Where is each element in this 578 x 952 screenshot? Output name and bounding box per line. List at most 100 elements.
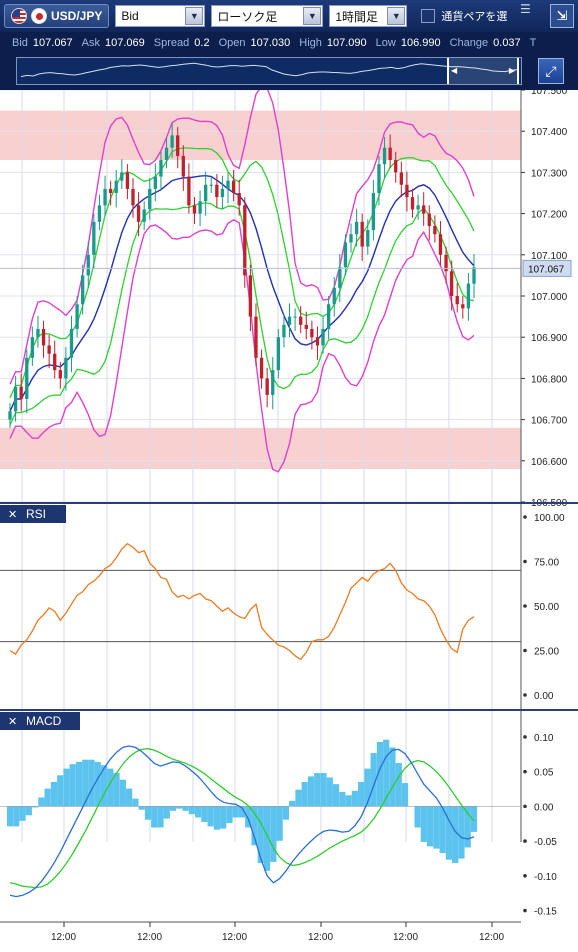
time-tick-label: 12:00: [308, 932, 333, 943]
price-type-select[interactable]: Bid ▼: [115, 5, 206, 27]
macd-histogram-bar: [301, 781, 308, 807]
rsi-panel[interactable]: ✕ RSI 100.00 75.00 50.00 25.00 0.00: [0, 502, 578, 702]
candle-body: [187, 176, 191, 206]
candle-body: [427, 213, 431, 226]
candle-body: [192, 205, 197, 214]
candle-body: [103, 188, 107, 206]
candle-body: [97, 205, 102, 222]
candle-body: [416, 205, 420, 210]
candle-body: [170, 135, 174, 148]
candle-body: [25, 357, 29, 399]
open-label: Open: [218, 37, 246, 49]
arrow-left-icon[interactable]: ◀: [451, 66, 458, 75]
rsi-tick-dot: [523, 648, 527, 653]
chart-type-select[interactable]: ローソク足 ▼: [211, 5, 324, 27]
menu-lines-icon[interactable]: ☰: [520, 2, 531, 16]
time-tick-label: 12:00: [137, 932, 162, 943]
macd-tick-label: 0.10: [534, 733, 554, 744]
macd-histogram-bar: [238, 806, 246, 818]
high-label: High: [299, 37, 322, 49]
candle-body: [315, 337, 320, 346]
macd-panel[interactable]: ✕ MACD 0.10 0.05 0.00 -0.05 -0.10 -0.15: [0, 709, 578, 918]
currency-pair-label: USD/JPY: [51, 9, 103, 23]
currency-pair-selector[interactable]: USD/JPY: [4, 4, 110, 28]
macd-histogram-bar: [207, 806, 214, 827]
candle-body: [47, 345, 51, 354]
chart-area[interactable]: 107.500 107.400 107.300 107.200 107.100 107.0…: [0, 90, 578, 952]
ask-value: 107.069: [105, 37, 145, 49]
macd-histogram-bar: [176, 806, 183, 809]
candle-body: [108, 188, 113, 193]
candle-body: [461, 304, 465, 309]
timeframe-select[interactable]: 1時間足 ▼: [329, 5, 408, 27]
compare-pair-checkbox[interactable]: [421, 9, 436, 23]
candle-body: [444, 254, 448, 272]
rsi-line: [9, 542, 475, 661]
price-panel[interactable]: 107.500 107.400 107.300 107.200 107.100 107.0…: [0, 90, 572, 842]
candle-body: [388, 147, 392, 161]
chevron-down-icon[interactable]: ▼: [303, 7, 322, 25]
candle-body: [114, 180, 118, 193]
macd-histogram-bar: [69, 764, 76, 807]
candle-body: [92, 221, 96, 255]
macd-tick-label: 0.05: [534, 768, 554, 779]
macd-histogram-bar: [401, 783, 409, 807]
candle-body: [422, 205, 426, 214]
macd-histogram-bar: [345, 795, 352, 807]
arrow-right-icon[interactable]: ▶: [508, 66, 515, 75]
macd-histogram-bar: [245, 806, 252, 828]
current-price-tag: [522, 259, 572, 277]
time-tick-label: 12:00: [51, 932, 76, 943]
candle-body: [30, 337, 35, 358]
rsi-tick-label: 25.00: [534, 647, 559, 658]
open-value: 107.030: [250, 37, 291, 49]
macd-histogram-bar: [163, 806, 170, 819]
candle-body: [254, 316, 258, 358]
macd-histogram-bar: [326, 777, 333, 807]
candle-body: [142, 209, 146, 222]
macd-histogram-bar: [433, 806, 440, 849]
macd-histogram-bar: [13, 806, 20, 827]
macd-histogram-bar: [50, 781, 57, 807]
close-x-icon: ✕: [8, 716, 17, 728]
candle-body: [343, 242, 348, 268]
macd-histogram-bar: [445, 806, 453, 860]
expand-arrows-icon[interactable]: ⤢: [538, 58, 564, 84]
chevron-down-icon[interactable]: ▼: [185, 7, 204, 25]
ask-label: Ask: [81, 37, 101, 49]
macd-histogram-bar: [464, 806, 471, 848]
close-x-icon: ✕: [8, 509, 17, 521]
candle-body: [69, 328, 74, 358]
macd-histogram-bar: [31, 806, 39, 808]
candle-body: [349, 234, 353, 243]
candle-body: [466, 283, 471, 309]
macd-tick-dot: [523, 769, 527, 774]
candle-body: [338, 267, 342, 288]
rsi-tick-dot: [523, 693, 527, 697]
macd-tick-label: 0.00: [534, 802, 554, 813]
macd-histogram-bar: [270, 806, 277, 862]
navigator-track[interactable]: ◀ ▶: [16, 57, 522, 85]
macd-tick-dot: [523, 735, 527, 739]
rsi-title: RSI: [26, 507, 46, 521]
macd-histogram-bar: [276, 806, 283, 841]
macd-tick-dot: [523, 874, 527, 878]
shrink-arrow-icon[interactable]: ⇲: [550, 4, 574, 28]
macd-tick-dot: [523, 908, 527, 913]
candle-body: [366, 230, 370, 247]
macd-histogram-bar: [38, 797, 45, 807]
macd-histogram-bar: [182, 806, 189, 811]
chevron-down-icon[interactable]: ▼: [387, 7, 406, 25]
bollinger-lower-1sigma: [9, 202, 475, 426]
candle-body: [204, 184, 208, 202]
time-tick-label: 12:00: [393, 932, 418, 943]
macd-histogram-bar: [88, 759, 95, 807]
bid-label: Bid: [12, 37, 28, 49]
navigator-window[interactable]: ◀ ▶: [447, 58, 519, 84]
candle-body: [293, 316, 297, 318]
price-tick-label: 106.600: [531, 457, 568, 468]
macd-histogram-bar: [364, 768, 371, 807]
macd-histogram-bar: [232, 806, 239, 818]
price-tick-label: 107.200: [531, 210, 568, 221]
candle-body: [148, 188, 152, 210]
